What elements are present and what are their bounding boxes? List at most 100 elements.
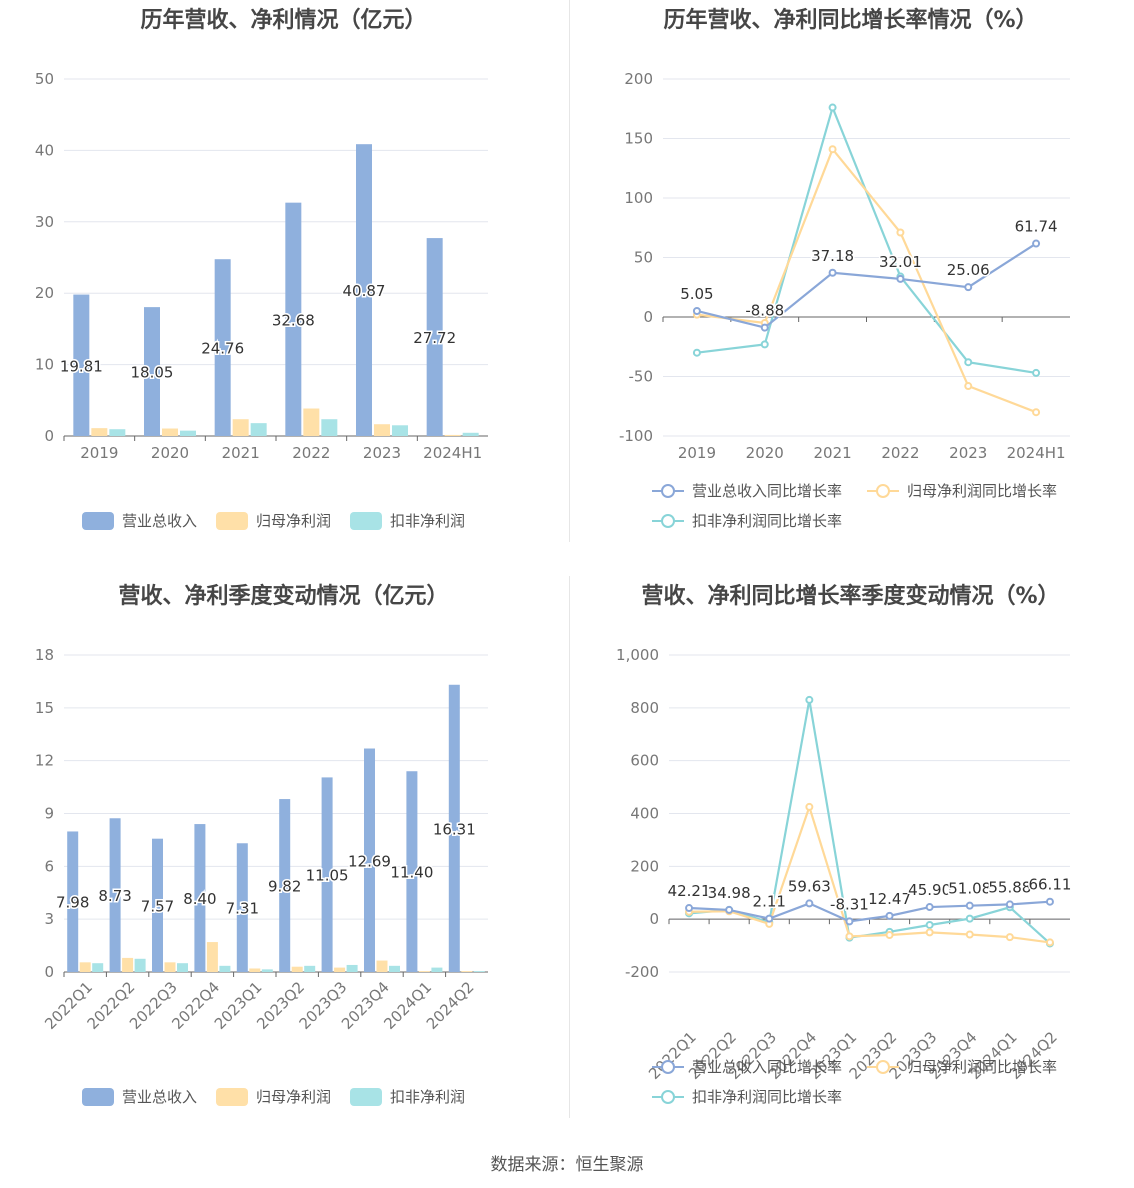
x-tick-label: 2020 <box>151 444 189 462</box>
data-label: 12.47 <box>868 890 911 908</box>
legend-label: 归母净利润同比增长率 <box>907 482 1058 500</box>
bar-归母净利润 <box>206 942 218 972</box>
annual-revenue-profit-chart: 0 10 20 30 40 50 2019 2020 2021 2022 2023 2024H1 19.… <box>35 70 488 462</box>
data-label: 24.76 <box>201 340 244 358</box>
point-营业总收入同比增长率 <box>692 306 701 315</box>
bar-营业总收入 <box>67 831 79 972</box>
legend-swatch <box>652 1088 684 1106</box>
y-tick-label: 3 <box>44 910 54 928</box>
data-label: -8.31 <box>830 895 869 913</box>
y-tick-label: 1,000 <box>616 646 659 664</box>
x-tick-label: 2019 <box>678 444 716 462</box>
data-source: 数据来源：恒生聚源 <box>490 1155 644 1175</box>
quarterly-growth-rate-chart: -20002004006008001,0002022Q12022Q22022Q3… <box>616 646 1073 1083</box>
legend-item[interactable]: 扣非净利润 <box>350 1086 465 1107</box>
bar-扣非净利润 <box>92 963 104 972</box>
point-扣非净利润同比增长率 <box>964 358 973 367</box>
bar-营业总收入 <box>356 144 372 436</box>
data-label: 40.87 <box>343 282 386 300</box>
legend-label: 扣非净利润 <box>390 1088 466 1106</box>
data-label: 7.98 <box>56 894 89 912</box>
point-营业总收入同比增长率 <box>685 904 694 913</box>
bar-营业总收入 <box>406 771 418 972</box>
legend-item[interactable]: 营业总收入同比增长率 <box>652 480 842 501</box>
bar-营业总收入 <box>364 748 375 972</box>
y-tick-label: 0 <box>44 963 54 981</box>
bar-扣非净利润 <box>304 965 316 972</box>
point-营业总收入同比增长率 <box>805 899 814 908</box>
data-label: 11.05 <box>306 867 349 885</box>
legend-item[interactable]: 营业总收入同比增长率 <box>652 1056 842 1077</box>
data-label: 2.11 <box>753 893 786 911</box>
x-tick-label: 2024H1 <box>1007 444 1066 462</box>
legend-item[interactable]: 归母净利润同比增长率 <box>867 1056 1057 1077</box>
legend-item[interactable]: 归母净利润 <box>216 1086 331 1107</box>
legend-item[interactable]: 归母净利润同比增长率 <box>867 480 1057 501</box>
y-tick-label: 150 <box>624 130 653 148</box>
legend-item[interactable]: 扣非净利润同比增长率 <box>652 1086 842 1107</box>
y-tick-label: 0 <box>44 427 54 445</box>
bar-扣非净利润 <box>219 965 231 972</box>
y-tick-label: 9 <box>44 805 54 823</box>
data-label: 32.68 <box>272 311 315 329</box>
y-tick-label: 0 <box>649 910 659 928</box>
line-归母净利润同比增长率 <box>689 803 1051 944</box>
bar-营业总收入 <box>152 838 163 972</box>
y-tick-label: 400 <box>630 805 659 823</box>
bar-扣非净利润 <box>389 965 400 972</box>
bar-归母净利润 <box>162 428 178 436</box>
point-营业总收入同比增长率 <box>725 905 734 914</box>
bar-归母净利润 <box>376 960 388 972</box>
chart-title: 营收、净利季度变动情况（亿元） <box>118 584 449 609</box>
quarterly-bar-panel: 营收、净利季度变动情况（亿元） 0 3 6 9 12 15 18 2022Q1 2022Q2 20… <box>0 576 567 1152</box>
point-归母净利润同比增长率 <box>885 931 894 940</box>
y-tick-label: 15 <box>35 699 54 717</box>
bar-扣非净利润 <box>261 969 273 972</box>
legend-swatch <box>350 511 382 530</box>
legend-item[interactable]: 营业总收入 <box>82 1086 197 1107</box>
data-label: 8.73 <box>98 887 131 905</box>
legend-swatch <box>216 1087 248 1106</box>
x-tick-label: 2022 <box>881 444 919 462</box>
point-归母净利润同比增长率 <box>1032 408 1041 417</box>
legend-label: 归母净利润同比增长率 <box>907 1058 1058 1076</box>
legend-label: 扣非净利润同比增长率 <box>692 1088 843 1106</box>
bar-归母净利润 <box>91 428 108 436</box>
data-label: 18.05 <box>131 364 174 382</box>
data-label: 59.63 <box>788 877 831 895</box>
legend-item[interactable]: 归母净利润 <box>216 510 331 531</box>
point-扣非净利润同比增长率 <box>1032 368 1041 377</box>
y-tick-label: 50 <box>35 70 54 88</box>
legend-swatch <box>82 1087 114 1106</box>
point-归母净利润同比增长率 <box>1045 938 1054 947</box>
point-归母净利润同比增长率 <box>925 928 934 937</box>
annual-bar-panel: 历年营收、净利情况（亿元） 0 10 20 30 40 50 2019 2020 2021 202… <box>0 0 567 576</box>
y-tick-label: 50 <box>634 249 653 267</box>
point-营业总收入同比增长率 <box>965 901 974 910</box>
bar-营业总收入 <box>144 307 160 436</box>
bar-营业总收入 <box>236 843 248 972</box>
chart-title: 营收、净利同比增长率季度变动情况（%） <box>641 584 1060 609</box>
y-tick-label: -100 <box>619 427 653 445</box>
legend-item[interactable]: 营业总收入 <box>82 510 197 531</box>
bar-扣非净利润 <box>462 432 479 436</box>
bar-归母净利润 <box>122 957 134 972</box>
bar-扣非净利润 <box>392 425 408 436</box>
legend-item[interactable]: 扣非净利润 <box>350 510 465 531</box>
point-扣非净利润同比增长率 <box>925 920 934 929</box>
data-label: 66.11 <box>1028 876 1071 894</box>
legend-label: 扣非净利润同比增长率 <box>692 512 843 530</box>
bar-扣非净利润 <box>180 430 196 436</box>
x-tick-label: 2024H1 <box>423 444 482 462</box>
bar-归母净利润 <box>164 962 176 972</box>
data-label: 16.31 <box>433 820 476 838</box>
bar-归母净利润 <box>374 424 390 436</box>
legend-item[interactable]: 扣非净利润同比增长率 <box>652 510 842 531</box>
data-label: -8.88 <box>745 302 784 320</box>
point-营业总收入同比增长率 <box>925 903 934 912</box>
point-归母净利润同比增长率 <box>965 930 974 939</box>
data-label: 55.88 <box>988 878 1031 896</box>
point-营业总收入同比增长率 <box>845 917 854 926</box>
point-营业总收入同比增长率 <box>760 323 769 332</box>
bar-营业总收入 <box>426 238 443 436</box>
